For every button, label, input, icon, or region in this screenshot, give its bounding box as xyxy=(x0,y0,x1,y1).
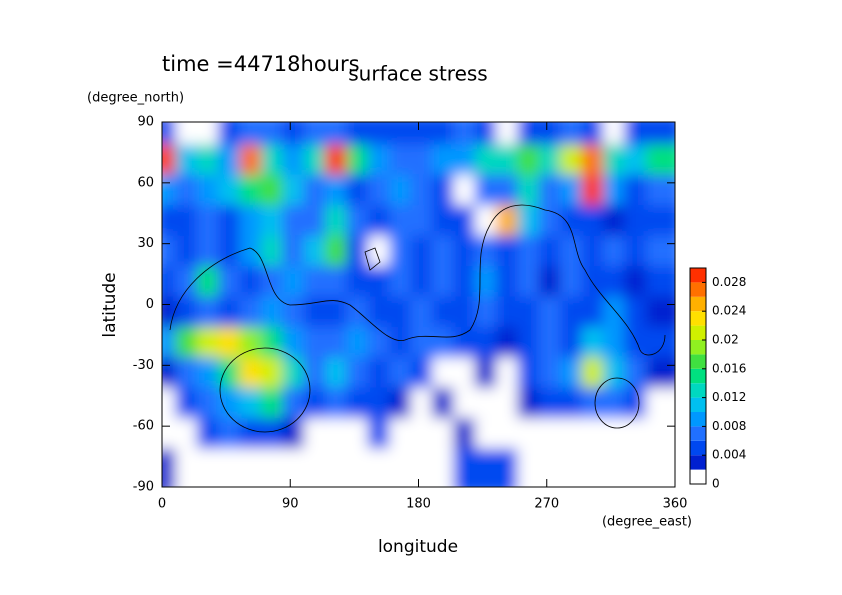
colorbar-band xyxy=(690,368,706,384)
colorbar-band xyxy=(690,296,706,312)
colorbar-tick-label: 0.004 xyxy=(712,448,746,462)
colorbar-band xyxy=(690,383,706,398)
y-tick-label: 30 xyxy=(137,236,154,251)
y-tick-label: -30 xyxy=(133,358,154,373)
y-tick-label: 90 xyxy=(137,115,154,130)
colorbar-band xyxy=(690,311,706,326)
colorbar-band xyxy=(690,455,706,470)
colorbar-band xyxy=(690,340,706,355)
coastline xyxy=(169,204,666,356)
y-tick-label: -90 xyxy=(133,480,154,495)
coastline xyxy=(364,247,381,271)
x-tick-label: 270 xyxy=(534,497,559,512)
colorbar-tick-label: 0.028 xyxy=(712,275,746,289)
colorbar-tick-label: 0 xyxy=(712,477,720,491)
colorbar-tick-label: 0.012 xyxy=(712,390,746,404)
colorbar-band xyxy=(690,469,706,484)
chart-title: surface stress xyxy=(348,62,487,86)
time-label: time =44718hours xyxy=(162,52,360,76)
colorbar-band xyxy=(690,268,706,283)
colorbar-band xyxy=(690,282,706,297)
y-tick-label: -60 xyxy=(133,419,154,434)
y-tick-label: 60 xyxy=(137,175,154,190)
x-axis-label: longitude xyxy=(378,537,458,557)
colorbar-tick-label: 0.024 xyxy=(712,304,746,318)
x-units: (degree_east) xyxy=(602,515,692,530)
y-tick-label: 0 xyxy=(146,297,154,312)
field-cells xyxy=(162,122,675,487)
y-axis-label: latitude xyxy=(100,272,120,337)
field-cell xyxy=(645,448,675,487)
colorbar-band xyxy=(690,426,706,441)
colorbar-band xyxy=(690,325,706,340)
coastlines xyxy=(169,204,666,433)
coastline xyxy=(594,377,640,429)
colorbar-tick-label: 0.02 xyxy=(712,333,739,347)
colorbar-band xyxy=(690,412,706,427)
colorbar-band xyxy=(690,397,706,412)
x-tick-label: 180 xyxy=(406,497,431,512)
coastline xyxy=(219,347,311,433)
colorbar-band xyxy=(690,354,706,369)
y-units: (degree_north) xyxy=(87,91,184,106)
colorbar-frame xyxy=(689,267,707,485)
colorbar-band xyxy=(690,440,706,456)
colorbar-tick-label: 0.016 xyxy=(712,361,746,375)
field xyxy=(162,122,675,487)
x-tick-label: 90 xyxy=(282,497,299,512)
colorbar-tick-label: 0.008 xyxy=(712,419,746,433)
x-tick-label: 0 xyxy=(158,497,166,512)
x-tick-label: 360 xyxy=(663,497,688,512)
